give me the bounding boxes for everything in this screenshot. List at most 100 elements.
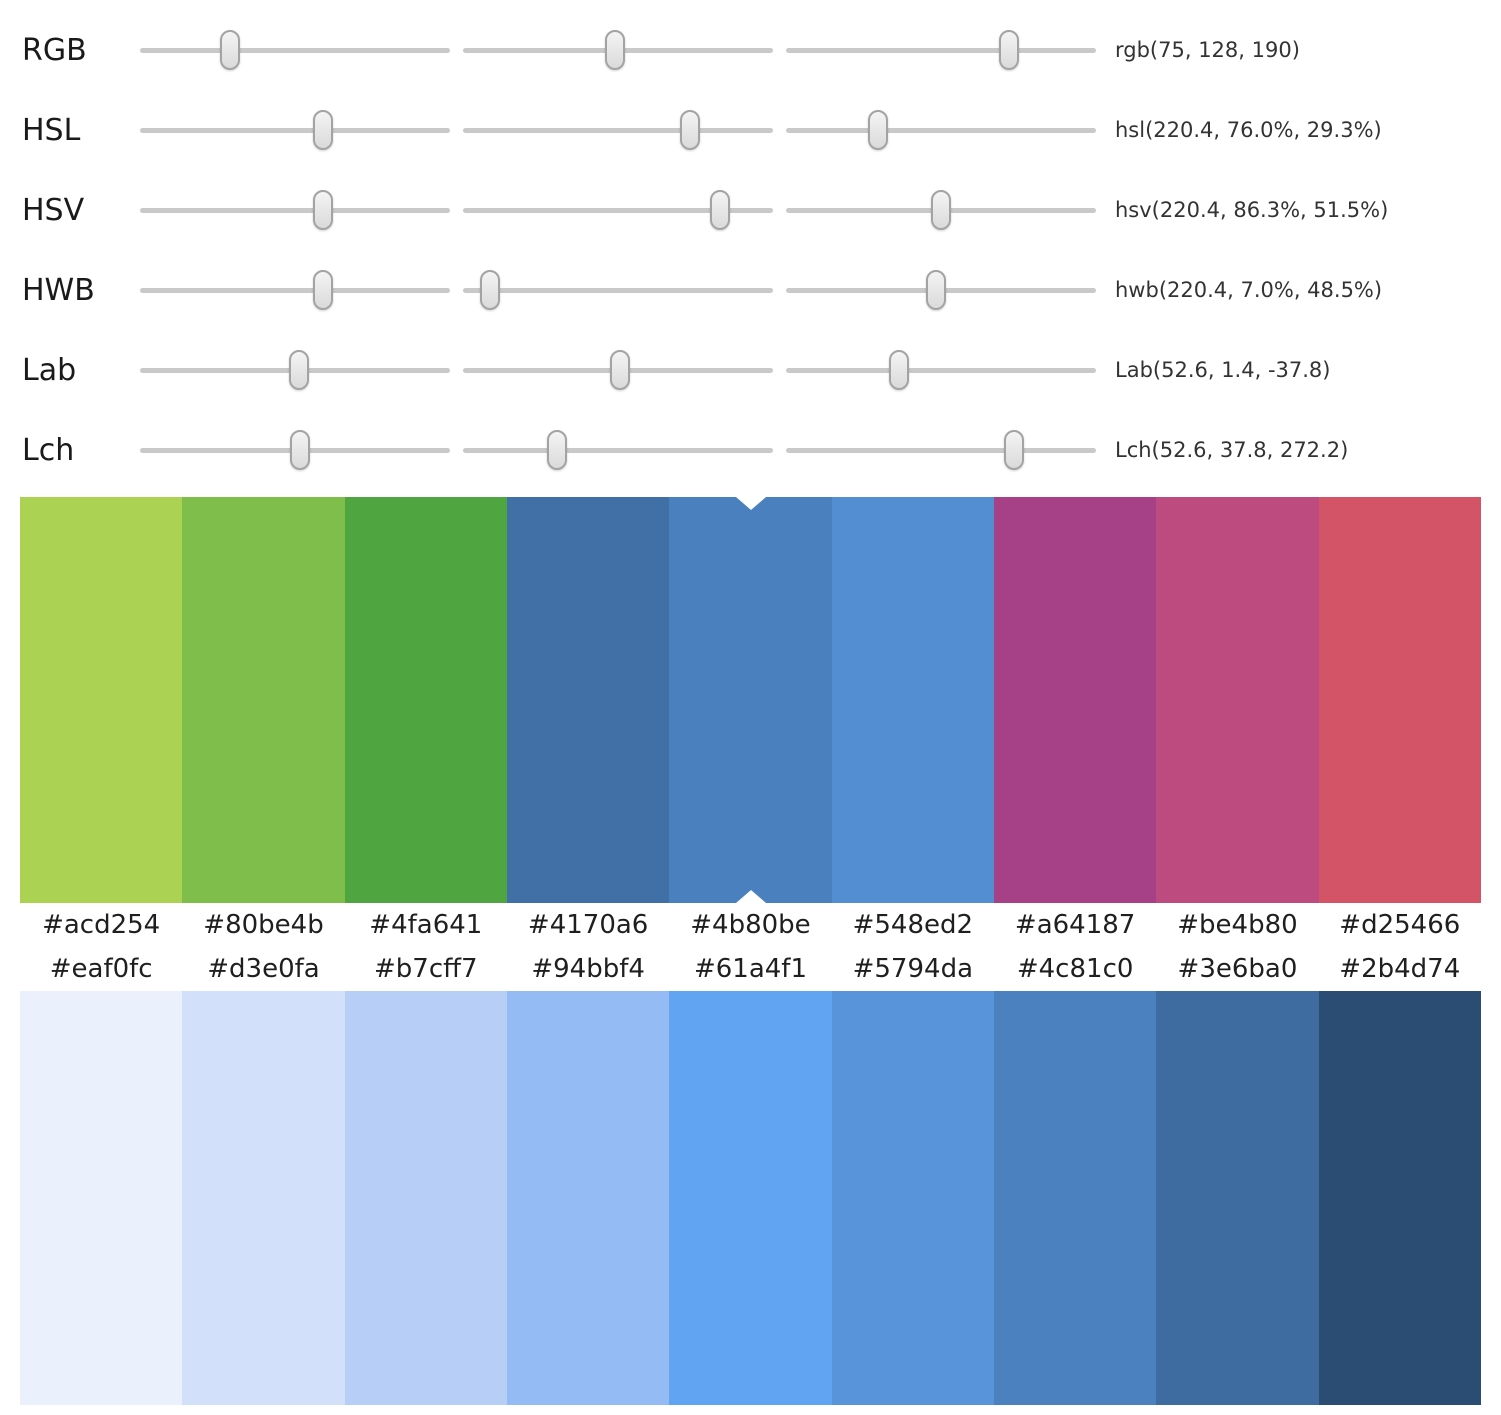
slider-tracks-hsv [140, 190, 1096, 230]
slider-tracks-rgb [140, 30, 1096, 70]
rgb-green-slider-thumb[interactable] [604, 30, 625, 70]
swatch-hex-label: #5794da [852, 954, 973, 984]
palette-swatch-selected[interactable] [669, 497, 832, 903]
palette-swatch[interactable] [993, 991, 1157, 1405]
hsv-saturation-slider-thumb[interactable] [710, 190, 731, 230]
rgb-red-slider-track[interactable] [140, 30, 450, 70]
hue-palette-hex-labels: #acd254 #80be4b #4fa641 #4170a6 #4b80be … [20, 903, 1481, 947]
hue-palette-strip [20, 497, 1481, 903]
hwb-blackness-slider-track[interactable] [786, 270, 1096, 310]
slider-tracks-hwb [140, 270, 1096, 310]
swatch-hex-label: #548ed2 [852, 910, 974, 940]
slider-row-hsv: HSV hsv(220.4, 86.3%, 51.5%) [0, 170, 1501, 250]
shade-palette-strip [20, 991, 1481, 1405]
palette-swatch[interactable] [831, 497, 994, 903]
rgb-green-slider-track[interactable] [463, 30, 773, 70]
hwb-blackness-slider-thumb[interactable] [926, 270, 947, 310]
palette-swatch[interactable] [1156, 991, 1319, 1405]
lch-c-slider-thumb[interactable] [546, 430, 567, 470]
palette-swatch[interactable] [993, 497, 1157, 903]
hwb-hue-slider-thumb[interactable] [312, 270, 333, 310]
colorspace-label-lch: Lch [22, 432, 75, 468]
selected-swatch-notch-top [735, 497, 766, 510]
lch-h-slider-track[interactable] [786, 430, 1096, 470]
hwb-whiteness-slider-thumb[interactable] [479, 270, 500, 310]
palette-swatch[interactable] [20, 991, 183, 1405]
rgb-red-slider-thumb[interactable] [219, 30, 240, 70]
swatch-hex-label: #a64187 [1014, 910, 1136, 940]
slider-tracks-lch [140, 430, 1096, 470]
lch-l-slider-thumb[interactable] [289, 430, 310, 470]
rgb-blue-slider-thumb[interactable] [998, 30, 1019, 70]
hsl-saturation-slider-thumb[interactable] [679, 110, 700, 150]
colorspace-label-hwb: HWB [22, 272, 95, 308]
colorspace-label-rgb: RGB [22, 32, 87, 68]
lab-b-slider-thumb[interactable] [889, 350, 910, 390]
colorspace-label-hsv: HSV [22, 192, 85, 228]
swatch-hex-label: #3e6ba0 [1177, 954, 1298, 984]
swatch-hex-label: #4c81c0 [1016, 954, 1134, 984]
palette-swatch[interactable] [20, 497, 183, 903]
rgb-value-text: rgb(75, 128, 190) [1115, 38, 1300, 62]
swatch-hex-label: #2b4d74 [1339, 954, 1461, 984]
lch-l-slider-track[interactable] [140, 430, 450, 470]
hsv-value-slider-track[interactable] [786, 190, 1096, 230]
palette-swatch[interactable] [1318, 991, 1481, 1405]
slider-tracks-lab [140, 350, 1096, 390]
lch-value-text: Lch(52.6, 37.8, 272.2) [1115, 438, 1349, 462]
hue-palette: #acd254 #80be4b #4fa641 #4170a6 #4b80be … [20, 497, 1481, 947]
slider-tracks-hsl [140, 110, 1096, 150]
palette-swatch[interactable] [669, 991, 832, 1405]
swatch-hex-label: #80be4b [203, 910, 324, 940]
lch-c-slider-track[interactable] [463, 430, 773, 470]
lab-b-slider-track[interactable] [786, 350, 1096, 390]
hsl-saturation-slider-track[interactable] [463, 110, 773, 150]
swatch-hex-label: #be4b80 [1177, 910, 1298, 940]
selected-swatch-notch-bottom [735, 890, 766, 903]
hwb-value-text: hwb(220.4, 7.0%, 48.5%) [1115, 278, 1383, 302]
lch-h-slider-thumb[interactable] [1003, 430, 1024, 470]
shade-palette: #eaf0fc #d3e0fa #b7cff7 #94bbf4 #61a4f1 … [20, 947, 1481, 1405]
lab-l-slider-track[interactable] [140, 350, 450, 390]
hsv-saturation-slider-track[interactable] [463, 190, 773, 230]
swatch-hex-label: #d25466 [1339, 910, 1461, 940]
swatch-hex-label: #61a4f1 [693, 954, 807, 984]
hsv-hue-slider-track[interactable] [140, 190, 450, 230]
swatch-hex-label: #94bbf4 [531, 954, 645, 984]
palette-swatch[interactable] [506, 497, 670, 903]
slider-row-lab: Lab Lab(52.6, 1.4, -37.8) [0, 330, 1501, 410]
swatch-hex-label: #4170a6 [527, 910, 649, 940]
swatch-hex-label: #acd254 [42, 910, 161, 940]
palette-swatch[interactable] [182, 497, 345, 903]
palette-swatch[interactable] [1156, 497, 1319, 903]
hsv-value-slider-thumb[interactable] [931, 190, 951, 230]
shade-palette-hex-labels: #eaf0fc #d3e0fa #b7cff7 #94bbf4 #61a4f1 … [20, 947, 1481, 991]
palette-swatch[interactable] [506, 991, 670, 1405]
lab-value-text: Lab(52.6, 1.4, -37.8) [1115, 358, 1331, 382]
hwb-whiteness-slider-track[interactable] [463, 270, 773, 310]
swatch-hex-label: #4fa641 [369, 910, 483, 940]
palette-swatch[interactable] [344, 497, 507, 903]
lab-l-slider-thumb[interactable] [289, 350, 310, 390]
palette-swatch[interactable] [182, 991, 345, 1405]
lab-a-slider-thumb[interactable] [609, 350, 630, 390]
swatch-hex-label: #4b80be [690, 910, 811, 940]
hsl-lightness-slider-thumb[interactable] [868, 110, 889, 150]
palette-swatch[interactable] [344, 991, 507, 1405]
slider-panel: RGB rgb(75, 128, 190) HSL [0, 0, 1501, 490]
swatch-hex-label: #d3e0fa [207, 954, 320, 984]
rgb-blue-slider-track[interactable] [786, 30, 1096, 70]
slider-row-lch: Lch Lch(52.6, 37.8, 272.2) [0, 410, 1501, 490]
hsl-hue-slider-thumb[interactable] [312, 110, 333, 150]
palette-swatch[interactable] [1318, 497, 1481, 903]
hsl-hue-slider-track[interactable] [140, 110, 450, 150]
hwb-hue-slider-track[interactable] [140, 270, 450, 310]
hsv-hue-slider-thumb[interactable] [312, 190, 333, 230]
colorspace-label-hsl: HSL [22, 112, 81, 148]
slider-row-hsl: HSL hsl(220.4, 76.0%, 29.3%) [0, 90, 1501, 170]
hsl-lightness-slider-track[interactable] [786, 110, 1096, 150]
palette-swatch[interactable] [831, 991, 994, 1405]
colorspace-label-lab: Lab [22, 352, 77, 388]
slider-row-hwb: HWB hwb(220.4, 7.0%, 48.5%) [0, 250, 1501, 330]
lab-a-slider-track[interactable] [463, 350, 773, 390]
